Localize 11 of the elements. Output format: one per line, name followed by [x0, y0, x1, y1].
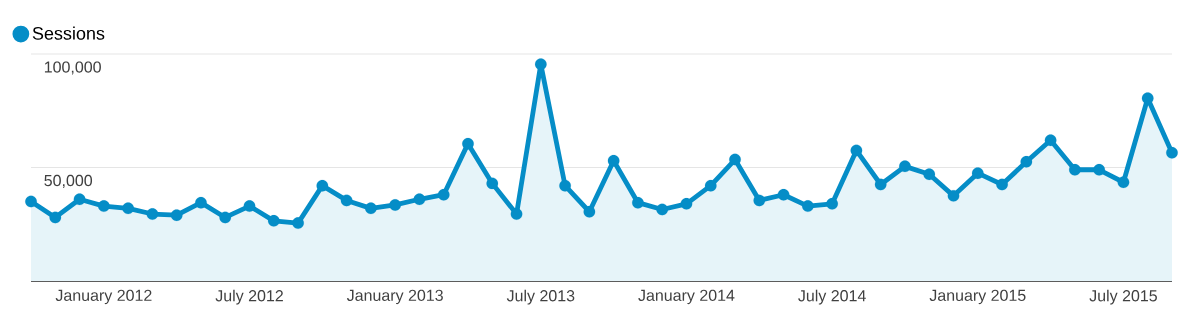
x-tick-label: January 2012: [55, 289, 152, 305]
y-tick-label: 50,000: [44, 174, 93, 189]
x-tick-label: July 2015: [1089, 289, 1157, 305]
x-tick-label: July 2013: [506, 289, 575, 305]
x-tick-label: July 2014: [798, 289, 866, 305]
x-tick-label: January 2014: [638, 289, 735, 305]
legend-label: Sessions: [32, 26, 105, 40]
x-tick-label: January 2013: [346, 289, 443, 305]
x-tick-label: July 2012: [215, 289, 283, 305]
y-tick-label: 100,000: [44, 61, 101, 75]
x-tick-label: January 2015: [929, 289, 1026, 305]
